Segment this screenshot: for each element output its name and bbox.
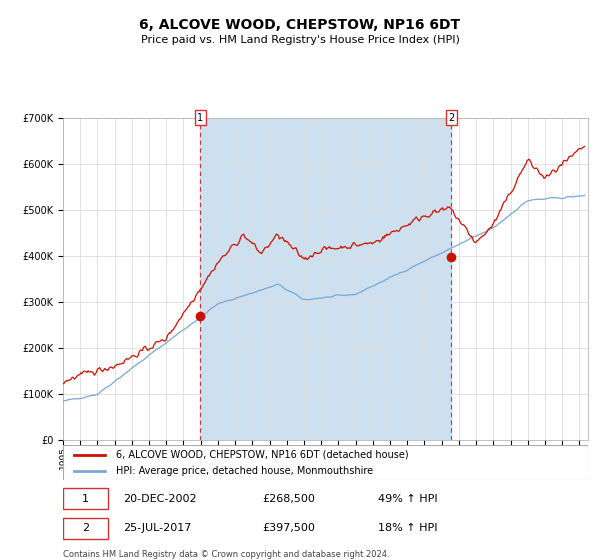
Text: 2: 2 bbox=[82, 524, 89, 534]
Text: 6, ALCOVE WOOD, CHEPSTOW, NP16 6DT: 6, ALCOVE WOOD, CHEPSTOW, NP16 6DT bbox=[139, 18, 461, 32]
Text: Price paid vs. HM Land Registry's House Price Index (HPI): Price paid vs. HM Land Registry's House … bbox=[140, 35, 460, 45]
Text: 2: 2 bbox=[448, 113, 454, 123]
Bar bbox=[200, 118, 451, 440]
Text: £397,500: £397,500 bbox=[263, 524, 316, 534]
FancyBboxPatch shape bbox=[63, 518, 107, 539]
Text: 49% ↑ HPI: 49% ↑ HPI bbox=[378, 494, 437, 504]
Text: 18% ↑ HPI: 18% ↑ HPI bbox=[378, 524, 437, 534]
Text: 25-JUL-2017: 25-JUL-2017 bbox=[124, 524, 192, 534]
Text: 20-DEC-2002: 20-DEC-2002 bbox=[124, 494, 197, 504]
Text: 6, ALCOVE WOOD, CHEPSTOW, NP16 6DT (detached house): 6, ALCOVE WOOD, CHEPSTOW, NP16 6DT (deta… bbox=[115, 450, 408, 460]
Text: 1: 1 bbox=[197, 113, 203, 123]
FancyBboxPatch shape bbox=[63, 488, 107, 510]
FancyBboxPatch shape bbox=[63, 445, 588, 480]
Text: 1: 1 bbox=[82, 494, 89, 504]
Text: £268,500: £268,500 bbox=[263, 494, 316, 504]
Text: HPI: Average price, detached house, Monmouthshire: HPI: Average price, detached house, Monm… bbox=[115, 466, 373, 476]
Text: Contains HM Land Registry data © Crown copyright and database right 2024.
This d: Contains HM Land Registry data © Crown c… bbox=[63, 550, 389, 560]
